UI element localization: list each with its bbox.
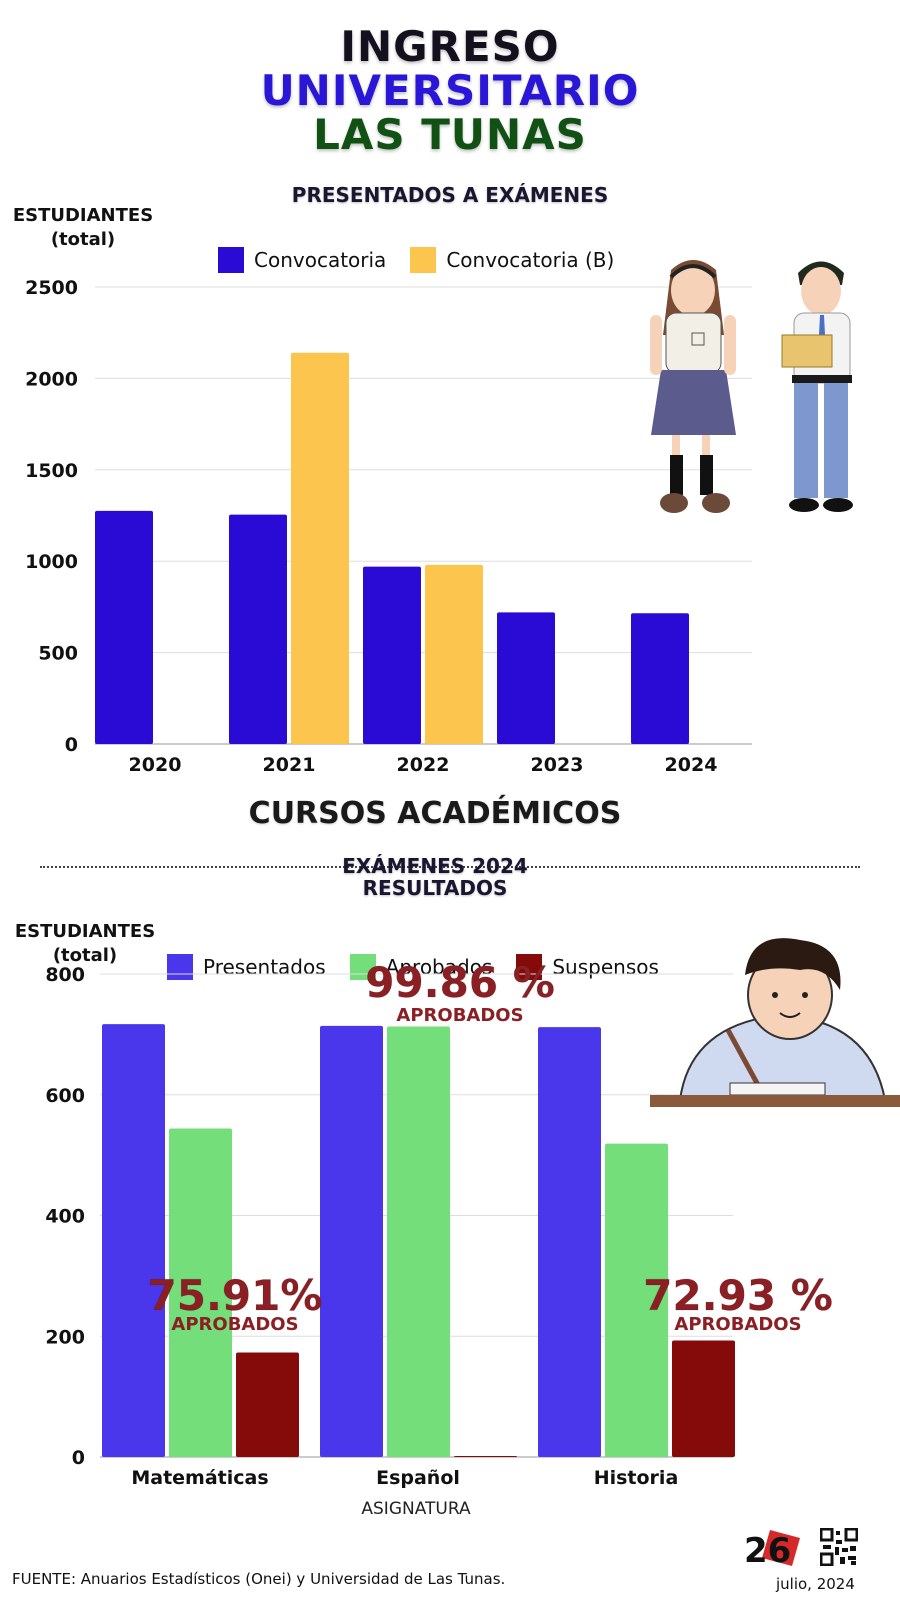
title-line-3: LAS TUNAS xyxy=(313,110,587,159)
chart1-ytick-label: 500 xyxy=(38,643,78,665)
chart2-ylabel-line1: ESTUDIANTES xyxy=(14,921,156,942)
pct-annotation-label: APROBADOS xyxy=(171,1314,298,1335)
chart1-ytick-label: 1500 xyxy=(25,460,78,482)
chart2-bar-Historia-0 xyxy=(538,1027,601,1457)
chart1-ylabel-line1: ESTUDIANTES xyxy=(12,205,154,226)
chart2-ytick-label: 600 xyxy=(45,1085,85,1107)
legend-label-convocatoria-b: Convocatoria (B) xyxy=(446,248,615,272)
pct-annotation-label: APROBADOS xyxy=(674,1314,801,1335)
legend-swatch-convocatoria-b xyxy=(410,247,437,273)
section-divider xyxy=(40,866,860,868)
chart2-bar-Español-0 xyxy=(320,1025,383,1457)
chart2-bar-Matemáticas-1 xyxy=(169,1128,232,1457)
chart1-bar-2021-1 xyxy=(291,352,349,744)
chart2-ylabel-line2: (total) xyxy=(52,945,118,966)
chart2-ylabel: ESTUDIANTES (total) xyxy=(10,920,160,968)
chart2-xtick-label: Historia xyxy=(594,1467,679,1489)
qr-code-icon xyxy=(820,1528,858,1566)
footer-source: FUENTE: Anuarios Estadísticos (Onei) y U… xyxy=(12,1570,506,1588)
pct-annotation-label: APROBADOS xyxy=(396,1005,523,1026)
chart1-xtick-label: 2021 xyxy=(263,754,316,776)
chart1-plot: 0 500 1000 1500 2000 2500 2020 2021 2022 2023 2024 xyxy=(25,277,752,776)
pct-annotation-value: 72.93 % xyxy=(643,1271,833,1320)
chart1-bar-2020-0 xyxy=(95,510,153,744)
chart2-bar-Historia-1 xyxy=(605,1143,668,1457)
chart1-bar-2023-0 xyxy=(497,612,555,744)
chart1-xtick-label: 2024 xyxy=(665,754,718,776)
chart1-ylabel-line2: (total) xyxy=(50,229,116,250)
legend-item-convocatoria: Convocatoria xyxy=(218,247,386,273)
legend-item-suspensos: Suspensos xyxy=(516,954,659,980)
chart1-title: PRESENTADOS A EXÁMENES xyxy=(291,183,609,207)
title-line-1: INGRESO xyxy=(340,22,560,71)
legend-swatch-convocatoria xyxy=(218,247,244,273)
chart1-legend: Convocatoria Convocatoria (B) xyxy=(218,247,638,273)
chart1-bar-2024-0 xyxy=(631,613,689,744)
footer-date: julio, 2024 xyxy=(776,1575,855,1593)
chart2-title-line2: RESULTADOS xyxy=(362,876,508,900)
chart1-ytick-label: 2000 xyxy=(25,368,78,390)
chart2-bar-Historia-2 xyxy=(672,1340,735,1457)
chart2-ytick-label: 400 xyxy=(45,1206,85,1228)
chart1-bar-2022-0 xyxy=(363,566,421,744)
chart1-bar-2021-0 xyxy=(229,514,287,744)
boy-student-illustration xyxy=(781,261,853,512)
pct-annotation-value: 75.91% xyxy=(148,1271,323,1320)
chart1-ytick-label: 2500 xyxy=(25,277,78,299)
chart2-ytick-label: 800 xyxy=(45,964,85,986)
chart2-bar-Matemáticas-2 xyxy=(236,1352,299,1457)
chart2-xlabel: ASIGNATURA xyxy=(361,1499,471,1519)
legend-swatch-aprobados xyxy=(349,954,376,980)
chart2-ytick-label: 0 xyxy=(72,1447,85,1469)
chart1-xtick-label: 2020 xyxy=(129,754,182,776)
legend-item-aprobados: Aprobados xyxy=(349,954,493,980)
legend-label-suspensos: Suspensos xyxy=(552,955,659,979)
chart1-bar-2022-1 xyxy=(425,564,483,744)
chart2-bar-Español-2 xyxy=(454,1456,517,1457)
chart2-title-line1: EXÁMENES 2024 xyxy=(342,854,528,878)
legend-swatch-presentados xyxy=(167,954,193,980)
legend-swatch-suspensos xyxy=(516,954,543,980)
chart1-ylabel: ESTUDIANTES (total) xyxy=(8,204,158,252)
legend-label-convocatoria: Convocatoria xyxy=(254,248,387,272)
girl-student-illustration xyxy=(650,260,736,513)
legend-item-presentados: Presentados xyxy=(167,954,326,980)
chart2-bar-Matemáticas-0 xyxy=(102,1024,165,1457)
chart1-xtick-label: 2022 xyxy=(397,754,450,776)
newspaper-logo-icon: 26 xyxy=(744,1530,800,1568)
legend-item-convocatoria-b: Convocatoria (B) xyxy=(410,247,614,273)
pct-annotation-value: 99.86 % xyxy=(365,958,555,1007)
chart2-xtick-label: Matemáticas xyxy=(131,1467,268,1489)
legend-label-presentados: Presentados xyxy=(203,955,326,979)
legend-label-aprobados: Aprobados xyxy=(385,955,493,979)
chart2-legend: Presentados Aprobados Suspensos xyxy=(167,954,683,980)
title-line-2: UNIVERSITARIO xyxy=(260,66,640,115)
chart2-xtick-label: Español xyxy=(376,1467,460,1489)
logo-text: 26 xyxy=(744,1531,791,1568)
chart2-bar-Español-1 xyxy=(387,1026,450,1457)
student-writing-illustration xyxy=(650,938,900,1107)
chart1-ytick-label: 1000 xyxy=(25,551,78,573)
chart2-ytick-label: 200 xyxy=(45,1326,85,1348)
chart2-title: EXÁMENES 2024 RESULTADOS xyxy=(0,855,870,899)
chart1-xlabel: CURSOS ACADÉMICOS xyxy=(248,796,622,831)
chart1-xtick-label: 2023 xyxy=(531,754,584,776)
chart1-ytick-label: 0 xyxy=(65,734,78,756)
